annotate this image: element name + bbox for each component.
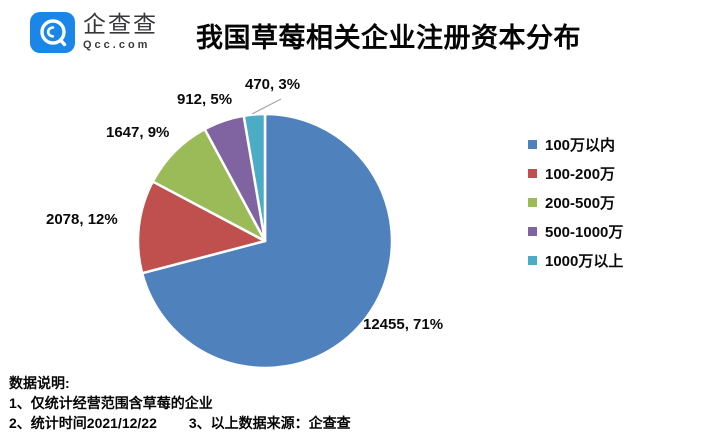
brand-name: 企查查 <box>83 11 158 37</box>
chart-title: 我国草莓相关企业注册资本分布 <box>196 23 581 53</box>
legend-item-200-500万: 200-500万 <box>528 188 623 217</box>
qcc-logo-icon <box>30 12 75 53</box>
legend-label: 1000万以上 <box>545 253 624 270</box>
legend-label: 100万以内 <box>545 137 616 154</box>
legend-swatch <box>528 169 537 178</box>
legend: 100万以内 100-200万 200-500万 500-1000万 1000万以上 <box>528 130 623 275</box>
legend-item-500-1000万: 500-1000万 <box>528 217 623 246</box>
pie-slice-100万以内 <box>140 112 394 370</box>
pie-data-label-200-500万: 1647, 9% <box>106 124 170 141</box>
legend-swatch <box>528 256 537 265</box>
footnote-line2a: 2、统计时间2021/12/22 <box>9 415 157 431</box>
footnote-heading: 数据说明: <box>9 375 70 391</box>
pie-slice-1000万以上 <box>242 112 267 243</box>
legend-label: 500-1000万 <box>545 224 624 241</box>
label-leader-line <box>251 98 282 115</box>
pie-data-label-100-200万: 2078, 12% <box>46 211 118 228</box>
legend-item-100万以内: 100万以内 <box>528 130 623 159</box>
legend-item-1000万以上: 1000万以上 <box>528 246 623 275</box>
legend-label: 200-500万 <box>545 195 616 212</box>
pie-data-label-1000万以上: 470, 3% <box>245 76 301 93</box>
pie-data-label-500-1000万: 912, 5% <box>177 91 233 108</box>
footnote-line2b: 3、以上数据来源：企查查 <box>188 415 351 431</box>
footnote-line1: 1、仅统计经营范围含草莓的企业 <box>9 395 213 411</box>
legend-swatch <box>528 198 537 207</box>
pie-data-label-100万以内: 12455, 71% <box>363 316 444 333</box>
brand-domain: Qcc.com <box>83 39 151 51</box>
pie-slice-100-200万 <box>136 180 267 275</box>
legend-label: 100-200万 <box>545 166 616 183</box>
footnote-line2: 2、统计时间2021/12/22 3、以上数据来源：企查查 <box>9 413 351 433</box>
qcc-logo: 企查查 Qcc.com <box>30 12 158 53</box>
footnote: 数据说明: 1、仅统计经营范围含草莓的企业 2、统计时间2021/12/22 3、… <box>9 373 351 433</box>
legend-swatch <box>528 227 537 236</box>
legend-swatch <box>528 140 537 149</box>
legend-item-100-200万: 100-200万 <box>528 159 623 188</box>
